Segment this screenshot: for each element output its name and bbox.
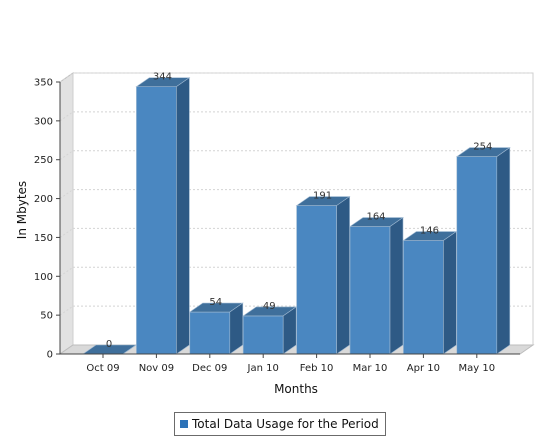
gridline-side (59, 150, 74, 161)
gridline-side (59, 305, 74, 316)
x-tick-label: Apr 10 (407, 363, 440, 374)
y-tick-label: 0 (47, 350, 53, 361)
legend-label: Total Data Usage for the Period (192, 417, 379, 431)
y-tick-label: 100 (34, 272, 53, 283)
bar-front (456, 156, 498, 355)
y-tick-label: 250 (34, 155, 53, 166)
bar-front (242, 315, 284, 355)
bar-side (443, 230, 457, 355)
y-tick-label: 300 (34, 116, 53, 127)
bar-front (403, 240, 444, 355)
y-axis-title: In Mbytes (15, 181, 29, 239)
y-tick-label: 200 (34, 194, 53, 205)
bar (402, 230, 458, 355)
legend-swatch (180, 420, 188, 428)
x-tick-label: Nov 09 (139, 363, 174, 374)
x-axis: Oct 09 Nov 09 Dec 09 Jan 10 Feb 10 Mar 10 Apr … (60, 353, 520, 374)
x-tick-label: Jan 10 (247, 363, 279, 374)
x-axis-title: Months (274, 382, 318, 396)
legend: Total Data Usage for the Period (174, 412, 386, 436)
y-tick-label: 50 (40, 311, 53, 322)
bar-side (389, 216, 404, 355)
bar-side (176, 77, 190, 355)
data-label: 191 (313, 191, 332, 202)
bar (188, 302, 244, 355)
gridline-side (59, 266, 74, 277)
data-label: 344 (153, 72, 172, 83)
data-label: 49 (263, 301, 276, 312)
gridline-side (59, 72, 74, 83)
data-label: 54 (209, 297, 222, 308)
y-tick-label: 350 (34, 78, 53, 89)
bar-front (136, 86, 177, 355)
gridline-side (59, 189, 74, 199)
y-tick-label: 150 (34, 233, 53, 244)
bar (135, 77, 191, 355)
data-label: 0 (106, 339, 112, 350)
bar-side (122, 344, 137, 355)
bar-side (229, 302, 244, 355)
gridline-side (59, 228, 74, 238)
bar (295, 195, 351, 355)
data-label: 164 (366, 212, 385, 223)
x-tick-label: Mar 10 (353, 363, 388, 374)
left-wall (59, 72, 74, 355)
bar-front (189, 311, 231, 355)
bar (455, 147, 511, 355)
bar (242, 306, 298, 355)
data-labels: 0 344 54 49 191 164 146 254 (106, 72, 493, 350)
x-tick-label: Feb 10 (300, 363, 334, 374)
bar-front (349, 226, 391, 355)
bar-side (282, 306, 297, 355)
bars (82, 77, 511, 355)
bar-front (296, 205, 337, 355)
bar-side (336, 195, 350, 355)
x-tick-label: Dec 09 (192, 363, 227, 374)
x-tick-label: May 10 (459, 363, 496, 374)
data-label: 146 (420, 226, 439, 237)
bar (349, 216, 404, 355)
gridline-side (59, 111, 74, 122)
y-axis: 0 50 100 150 200 250 300 350 (34, 78, 61, 361)
x-tick-label: Oct 09 (86, 363, 119, 374)
data-label: 254 (473, 142, 492, 153)
bar-side (496, 147, 511, 355)
